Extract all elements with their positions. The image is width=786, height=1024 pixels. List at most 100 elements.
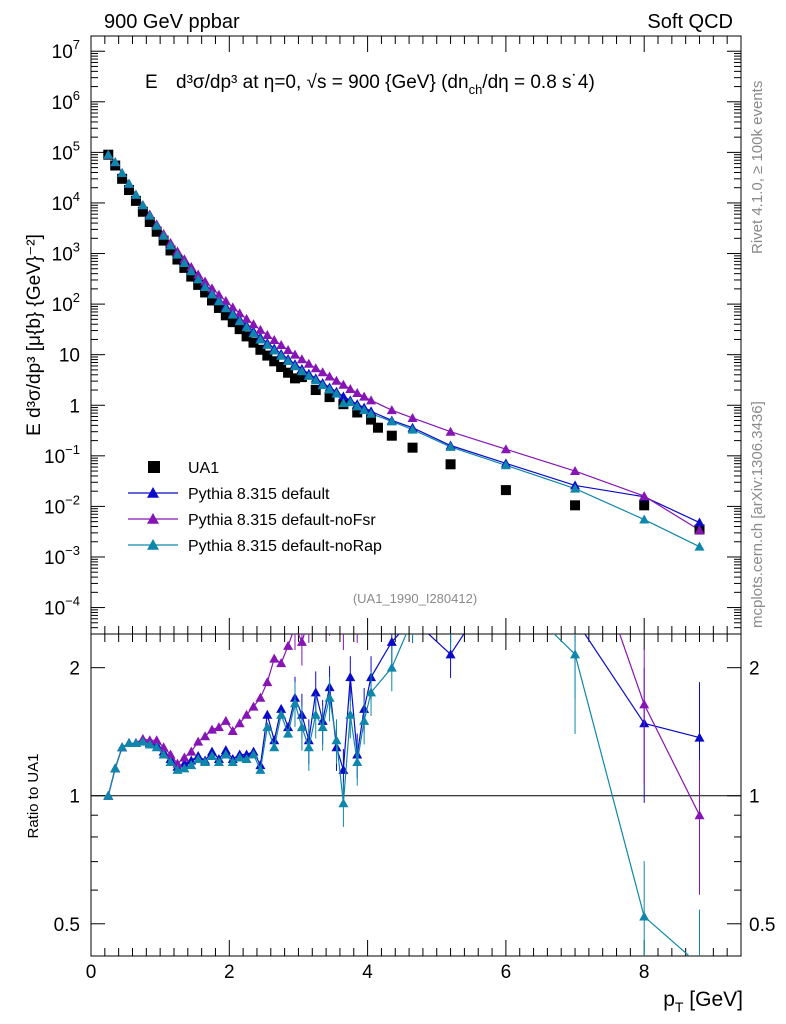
data-point-pythia-8-315-default-norap	[207, 289, 218, 299]
data-point-pythia-8-315-default-norap	[186, 266, 197, 276]
y-tick-label: 10	[59, 346, 80, 367]
data-point-ua1	[234, 324, 245, 335]
ratio-point-pythia-8-315-default-nofsr	[207, 724, 218, 734]
ratio-point-pythia-8-315-default	[179, 758, 190, 768]
ratio-point-pythia-8-315-default-norap	[345, 709, 356, 719]
data-point-ua1	[262, 350, 273, 361]
ratio-point-pythia-8-315-default	[269, 735, 280, 745]
legend-marker-pythia-8-315-default	[147, 487, 159, 498]
ratio-point-pythia-8-315-default-nofsr	[193, 736, 204, 746]
data-point-pythia-8-315-default-norap	[137, 200, 148, 210]
ratio-line-pythia-8-315-default-norap	[107, 634, 691, 956]
ratio-point-pythia-8-315-default-nofsr	[241, 709, 252, 719]
ratio-point-pythia-8-315-default-norap	[262, 722, 273, 732]
ratio-point-pythia-8-315-default-nofsr	[179, 752, 190, 762]
ratio-point-pythia-8-315-default-nofsr	[158, 742, 169, 752]
ratio-point-pythia-8-315-default-nofsr	[220, 715, 231, 725]
ratio-point-pythia-8-315-default-norap	[186, 760, 197, 770]
data-point-pythia-8-315-default-nofsr	[310, 363, 321, 373]
ratio-point-pythia-8-315-default-nofsr	[248, 701, 259, 711]
ratio-point-pythia-8-315-default-norap	[570, 649, 581, 659]
header-right: Soft QCD	[647, 11, 733, 33]
ratio-point-pythia-8-315-default-nofsr	[366, 576, 376, 585]
data-point-pythia-8-315-default-norap	[172, 249, 183, 259]
data-point-ua1	[269, 356, 280, 367]
ratio-point-pythia-8-315-default-norap	[408, 614, 418, 623]
ratio-point-pythia-8-315-default-norap	[124, 738, 135, 748]
data-point-pythia-8-315-default-norap	[130, 189, 141, 199]
data-point-pythia-8-315-default-norap	[179, 257, 190, 267]
x-axis-label: pT [GeV]	[663, 988, 743, 1015]
ratio-y-tick-label: 0.5	[749, 915, 775, 936]
ratio-point-pythia-8-315-default-norap	[289, 698, 300, 708]
ratio-point-pythia-8-315-default	[408, 614, 418, 623]
ratio-point-pythia-8-315-default	[386, 636, 397, 646]
ratio-point-pythia-8-315-default-nofsr	[283, 640, 294, 650]
x-tick-labels: 0 2 4 6 8	[86, 962, 650, 983]
data-point-ua1	[289, 373, 300, 384]
data-point-pythia-8-315-default-nofsr	[324, 371, 335, 381]
y-tick-label: 10−2	[44, 492, 80, 518]
ratio-point-pythia-8-315-default-nofsr	[269, 653, 280, 663]
ratio-y-axis-label: Ratio to UA1	[25, 753, 42, 838]
data-point-pythia-8-315-default-norap	[386, 416, 397, 426]
data-point-pythia-8-315-default-norap	[570, 483, 581, 493]
data-point-ua1	[227, 317, 238, 328]
data-point-pythia-8-315-default-norap	[124, 178, 135, 188]
ratio-point-pythia-8-315-default-norap	[283, 728, 294, 738]
data-point-ua1	[193, 279, 204, 290]
data-point-pythia-8-315-default-norap	[255, 334, 266, 344]
y-tick-label: 104	[52, 189, 80, 215]
ratio-point-pythia-8-315-default-norap	[269, 742, 280, 752]
data-point-pythia-8-315-default-norap	[296, 366, 307, 376]
data-point-pythia-8-315-default-norap	[241, 322, 252, 332]
legend-label-pythia-8-315-default: Pythia 8.315 default	[188, 486, 330, 503]
ratio-point-pythia-8-315-default-norap	[352, 757, 363, 767]
ratio-point-pythia-8-315-default-norap	[220, 749, 231, 759]
data-point-ua1	[352, 407, 363, 418]
ratio-point-pythia-8-315-default-norap	[158, 749, 169, 759]
x-tick-label: 4	[362, 962, 373, 983]
data-point-ua1	[151, 226, 162, 237]
ratio-point-pythia-8-315-default-nofsr	[304, 614, 314, 623]
y-tick-label: 107	[52, 37, 80, 63]
x-tick-label: 8	[639, 962, 650, 983]
y-tick-label: 105	[52, 138, 80, 164]
ratio-point-pythia-8-315-default-norap	[213, 757, 224, 767]
data-point-pythia-8-315-default-nofsr	[407, 412, 418, 422]
x-tick-label: 0	[86, 962, 97, 983]
data-point-ua1	[639, 500, 650, 511]
ratio-point-pythia-8-315-default	[283, 722, 294, 732]
data-point-pythia-8-315-default-norap	[262, 339, 273, 349]
ratio-point-pythia-8-315-default-nofsr	[639, 699, 650, 709]
data-point-ua1	[241, 331, 252, 342]
data-point-pythia-8-315-default	[694, 517, 705, 527]
data-point-ua1	[372, 422, 383, 433]
ratio-point-pythia-8-315-default	[570, 614, 580, 623]
data-point-pythia-8-315-default-norap	[331, 388, 342, 398]
ratio-point-pythia-8-315-default-nofsr	[186, 746, 197, 756]
ratio-point-pythia-8-315-default-norap	[501, 582, 511, 591]
ratio-series-layer	[91, 535, 741, 956]
data-point-ua1	[207, 295, 218, 306]
data-point-pythia-8-315-default-nofsr	[366, 395, 377, 405]
main-series-layer	[103, 149, 705, 551]
data-point-pythia-8-315-default-norap	[310, 375, 321, 385]
data-point-pythia-8-315-default-norap	[289, 361, 300, 371]
ratio-point-pythia-8-315-default-norap	[310, 709, 321, 719]
ratio-point-pythia-8-315-default-nofsr	[311, 594, 321, 603]
ratio-point-pythia-8-315-default-norap	[193, 753, 204, 763]
ratio-point-pythia-8-315-default-norap	[317, 722, 328, 732]
ratio-point-pythia-8-315-default-nofsr	[318, 588, 328, 597]
data-point-pythia-8-315-default-norap	[234, 316, 245, 326]
data-point-pythia-8-315-default-norap	[317, 380, 328, 390]
data-point-pythia-8-315-default-nofsr	[193, 269, 204, 279]
data-point-ua1	[144, 217, 155, 228]
data-point-pythia-8-315-default-norap	[213, 296, 224, 306]
ratio-point-pythia-8-315-default-norap	[165, 757, 176, 767]
ratio-point-pythia-8-315-default	[345, 672, 356, 682]
ratio-point-pythia-8-315-default-nofsr	[408, 535, 418, 544]
ratio-point-pythia-8-315-default-nofsr	[213, 722, 224, 732]
